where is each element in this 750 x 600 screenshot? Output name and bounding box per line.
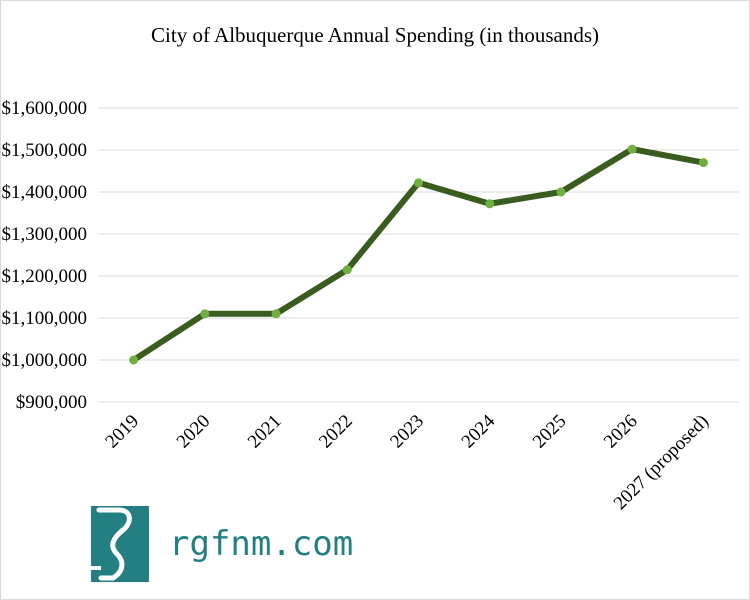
data-point <box>698 158 708 168</box>
chart-title: City of Albuquerque Annual Spending (in … <box>151 23 599 47</box>
series-layer <box>129 144 708 365</box>
x-tick-label: 2026 <box>600 411 642 453</box>
river-logo-icon <box>91 506 149 582</box>
x-tick-label: 2024 <box>458 410 500 452</box>
data-point <box>200 309 210 319</box>
data-point <box>271 309 281 319</box>
y-tick-label: $1,000,000 <box>2 350 88 371</box>
logo: rgfnm.com <box>91 506 353 582</box>
y-axis-ticks: $1,600,000 $1,500,000 $1,400,000 $1,300,000… <box>2 98 88 413</box>
y-tick-label: $1,300,000 <box>2 224 88 245</box>
y-tick-label: $1,400,000 <box>2 182 88 203</box>
x-tick-label: 2020 <box>173 411 215 453</box>
data-point <box>627 144 637 154</box>
y-tick-label: $1,600,000 <box>2 98 88 119</box>
y-tick-label: $1,100,000 <box>2 308 88 329</box>
data-point <box>485 199 495 209</box>
x-tick-label: 2023 <box>386 411 428 453</box>
x-tick-label: 2021 <box>244 411 286 453</box>
data-point <box>129 355 139 365</box>
x-tick-label: 2025 <box>529 411 571 453</box>
y-tick-label: $1,500,000 <box>2 140 88 161</box>
x-tick-label: 2022 <box>315 411 357 453</box>
x-tick-label: 2019 <box>101 411 143 453</box>
y-tick-label: $1,200,000 <box>2 266 88 287</box>
data-point <box>414 178 423 188</box>
data-point <box>342 265 352 275</box>
data-point <box>556 187 566 197</box>
logo-text: rgfnm.com <box>169 524 354 564</box>
gridlines <box>98 107 739 403</box>
y-tick-label: $900,000 <box>16 392 87 413</box>
